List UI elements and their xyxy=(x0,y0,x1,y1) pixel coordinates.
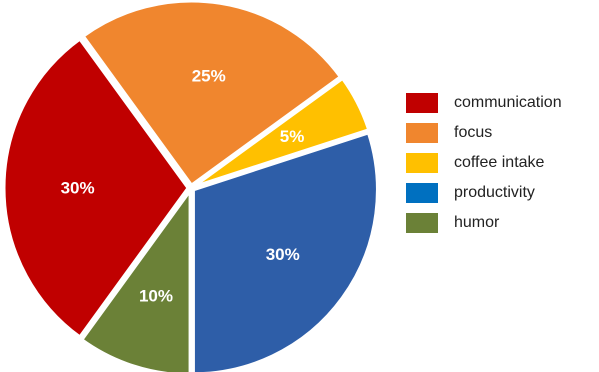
pie-value-labels: 30% 25% 5% 30% 10% xyxy=(61,66,305,305)
legend-label: focus xyxy=(454,124,493,141)
legend-swatch xyxy=(406,93,438,113)
slice-value-label: 25% xyxy=(192,66,226,85)
legend-item: focus xyxy=(406,118,562,148)
slice-value-label: 30% xyxy=(61,179,95,198)
slice-value-label: 10% xyxy=(139,286,173,305)
legend-swatch xyxy=(406,123,438,143)
pie-slice-communication xyxy=(2,37,190,339)
legend-swatch xyxy=(406,183,438,203)
slice-value-label: 30% xyxy=(266,245,300,264)
chart-legend: communication focus coffee intake productiv… xyxy=(406,88,562,238)
legend-label: productivity xyxy=(454,184,535,201)
legend-item: communication xyxy=(406,88,562,118)
pie-slice-productivity xyxy=(191,131,379,372)
legend-label: communication xyxy=(454,94,562,111)
pie-slice-humor xyxy=(80,189,192,372)
slice-value-label: 5% xyxy=(280,127,305,146)
legend-item: coffee intake xyxy=(406,148,562,178)
legend-item: productivity xyxy=(406,178,562,208)
pie-slice-coffee-intake xyxy=(192,76,371,189)
pie-slices xyxy=(2,0,379,372)
legend-item: humor xyxy=(406,208,562,238)
legend-swatch xyxy=(406,213,438,233)
legend-label: humor xyxy=(454,214,500,231)
legend-label: coffee intake xyxy=(454,154,545,171)
pie-slice-focus xyxy=(81,0,342,187)
legend-swatch xyxy=(406,153,438,173)
